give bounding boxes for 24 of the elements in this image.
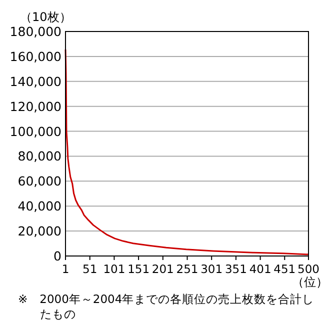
y-tick-label: 80,000 xyxy=(18,148,62,164)
x-tick-label: 151 xyxy=(128,262,150,276)
y-tick-label: 140,000 xyxy=(10,74,62,89)
x-tick-label: 51 xyxy=(82,262,98,276)
y-tick-label: 100,000 xyxy=(10,124,62,139)
y-tick-label: 180,000 xyxy=(10,24,62,39)
y-tick-label: 40,000 xyxy=(18,198,62,214)
x-tick-label: 201 xyxy=(152,262,174,276)
x-tick-label: 251 xyxy=(176,262,198,276)
y-tick-label: 0 xyxy=(54,248,62,264)
y-axis-title: （10枚） xyxy=(20,10,72,24)
y-tick-label: 120,000 xyxy=(10,98,62,114)
x-tick-label: 351 xyxy=(224,262,247,276)
x-tick-label: 500 xyxy=(298,262,320,276)
x-tick-label: 101 xyxy=(103,262,126,276)
y-tick-label: 60,000 xyxy=(18,174,62,189)
x-tick-label: 301 xyxy=(200,262,223,276)
y-tick-label: 20,000 xyxy=(18,224,62,239)
x-tick-label: 451 xyxy=(274,262,296,276)
y-tick-label: 160,000 xyxy=(10,48,62,64)
x-tick-label: 1 xyxy=(62,262,70,276)
text: ※ 2000年～2004年までの各順位の売上枚数を合計したもの xyxy=(18,292,316,322)
x-tick-label: 401 xyxy=(249,262,272,276)
x-axis-title: （位） xyxy=(292,275,328,289)
